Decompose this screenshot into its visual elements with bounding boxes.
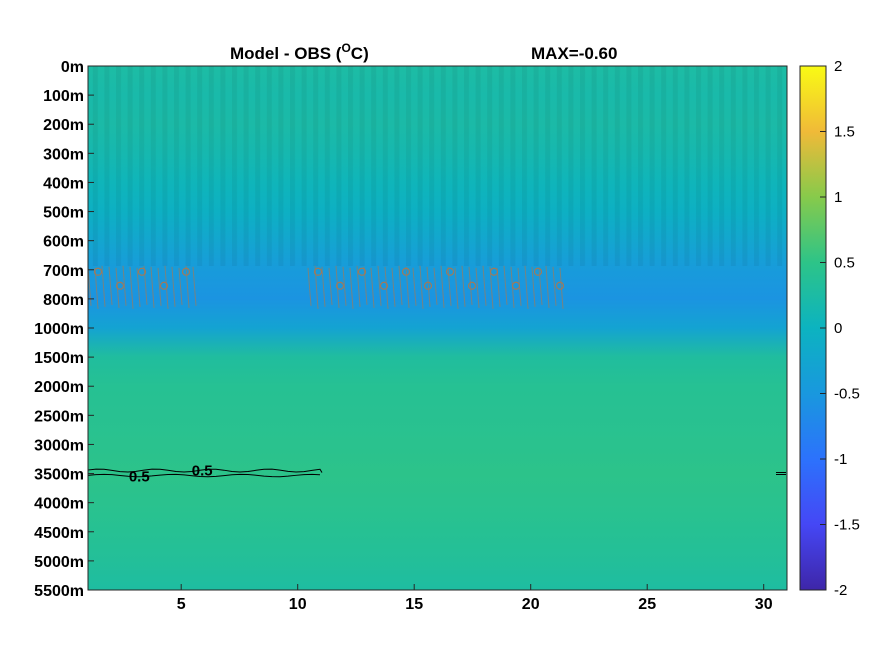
contour-loop bbox=[533, 267, 543, 276]
colorbar-tick-label: -0.5 bbox=[834, 386, 860, 403]
contour-lines: 0.5 0.5 bbox=[87, 265, 786, 485]
colorbar-tick-label: 0.5 bbox=[834, 255, 855, 272]
y-tick-label: 1500m bbox=[34, 350, 84, 367]
y-tick-label: 600m bbox=[43, 234, 84, 251]
y-tick-label: 0m bbox=[61, 59, 84, 76]
x-tick-label: 10 bbox=[289, 596, 307, 613]
contour-loop bbox=[489, 267, 499, 276]
y-tick-label: 1000m bbox=[34, 321, 84, 338]
contour-loop bbox=[357, 267, 367, 276]
x-tick-label: 20 bbox=[522, 596, 540, 613]
title-max: MAX=-0.60 bbox=[531, 44, 617, 63]
contour-line-0.5 bbox=[776, 472, 786, 476]
colorbar-tick-label: 1 bbox=[834, 189, 842, 206]
colorbar-ticks: 2 1.5 1 0.5 0 -0.5 -1 -1.5 -2 bbox=[820, 58, 860, 599]
contour-loop bbox=[335, 281, 345, 290]
contour-loop bbox=[93, 267, 103, 276]
y-tick-label: 100m bbox=[43, 88, 84, 105]
y-tick-label: 700m bbox=[43, 263, 84, 280]
y-tick-label: 800m bbox=[43, 292, 84, 309]
contour-line-0.5 bbox=[87, 468, 323, 473]
svg-text:Model - OBS (OC): Model - OBS (OC) bbox=[230, 41, 369, 63]
x-tick-label: 5 bbox=[177, 596, 186, 613]
contour-loop bbox=[181, 267, 191, 276]
y-tick-label: 2000m bbox=[34, 379, 84, 396]
contour-loop bbox=[137, 267, 147, 276]
colorbar-tick-label: -2 bbox=[834, 582, 847, 599]
heatmap-surface-striations bbox=[88, 66, 787, 266]
contour-line-0.5 bbox=[87, 473, 321, 478]
contour-squiggle-line bbox=[307, 265, 564, 309]
y-tick-label: 2500m bbox=[34, 408, 84, 425]
colorbar-tick-label: 2 bbox=[834, 58, 842, 75]
contour-loop bbox=[511, 281, 521, 290]
x-tick-label: 15 bbox=[405, 596, 423, 613]
y-tick-label: 4000m bbox=[34, 496, 84, 513]
title-unit-sup: O bbox=[341, 41, 350, 55]
colorbar-tick-label: -1.5 bbox=[834, 517, 860, 534]
contour-loop bbox=[467, 281, 477, 290]
plot-area: 0.5 0.5 bbox=[87, 65, 788, 591]
y-tick-label: 500m bbox=[43, 205, 84, 222]
contour-squiggle-line bbox=[87, 265, 197, 309]
contour-loop bbox=[401, 267, 411, 276]
y-tick-label: 3000m bbox=[34, 437, 84, 454]
contour-label: 0.5 bbox=[129, 468, 150, 485]
contour-band-squiggles bbox=[87, 265, 565, 309]
colorbar-tick-label: -1 bbox=[834, 451, 847, 468]
y-tick-label: 5500m bbox=[34, 583, 84, 600]
title-unit-tail: C) bbox=[351, 44, 369, 63]
x-axis: 5 10 15 20 25 30 bbox=[177, 584, 773, 613]
colorbar-tick-label: 0 bbox=[834, 320, 842, 337]
y-tick-label: 300m bbox=[43, 146, 84, 163]
colorbar-tick-label: 1.5 bbox=[834, 124, 855, 141]
y-tick-label: 400m bbox=[43, 175, 84, 192]
contour-label: 0.5 bbox=[192, 463, 213, 480]
y-axis: 0m 100m 200m 300m 400m 500m 600m 700m 800m 1000m 1… bbox=[34, 59, 94, 600]
contour-loop bbox=[379, 281, 389, 290]
contour-loop bbox=[423, 281, 433, 290]
y-tick-label: 4500m bbox=[34, 525, 84, 542]
contour-loop bbox=[115, 281, 125, 290]
y-tick-label: 5000m bbox=[34, 554, 84, 571]
x-tick-label: 25 bbox=[638, 596, 656, 613]
x-tick-label: 30 bbox=[755, 596, 773, 613]
chart-title: Model - OBS (OC) MAX=-0.60 bbox=[230, 41, 617, 63]
colorbar: 2 1.5 1 0.5 0 -0.5 -1 -1.5 -2 bbox=[799, 58, 860, 599]
contour-loop bbox=[159, 281, 169, 290]
contour-loop bbox=[313, 267, 323, 276]
contour-loop bbox=[445, 267, 455, 276]
y-tick-label: 200m bbox=[43, 117, 84, 134]
y-tick-label: 3500m bbox=[34, 467, 84, 484]
contour-loop bbox=[555, 281, 565, 290]
title-left: Model - OBS ( bbox=[230, 44, 342, 63]
